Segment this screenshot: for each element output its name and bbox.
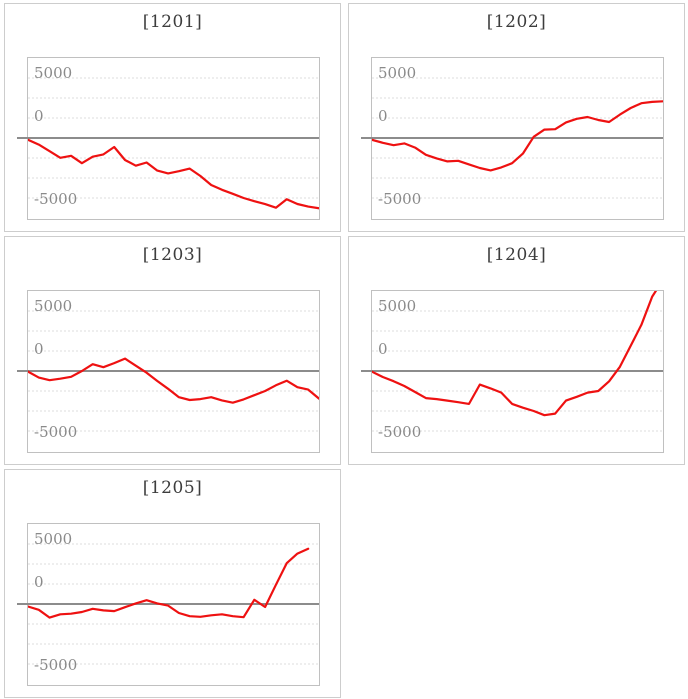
zero-axis-tick [361, 370, 372, 372]
y-axis-label-minus5000: -5000 [378, 423, 422, 441]
zero-axis-tick [17, 370, 28, 372]
chart-grid: [1201] 5000 0 -5000 [1202] 5000 0 -5000 … [4, 3, 685, 698]
line-chart-canvas [28, 543, 319, 665]
y-axis-label-5000: 5000 [34, 64, 73, 82]
y-axis-label-0: 0 [34, 573, 44, 591]
chart-panel-1202: [1202] 5000 0 -5000 [348, 3, 685, 232]
y-axis-label-minus5000: -5000 [378, 190, 422, 208]
chart-title: [1201] [142, 12, 203, 32]
y-axis-label-5000: 5000 [378, 297, 417, 315]
plot-area: 5000 0 -5000 [17, 57, 320, 220]
y-axis-label-minus5000: -5000 [34, 656, 78, 674]
chart-title: [1203] [142, 245, 203, 265]
y-axis-label-minus5000: -5000 [34, 190, 78, 208]
y-axis-label-0: 0 [378, 340, 388, 358]
chart-panel-1203: [1203] 5000 0 -5000 [4, 236, 341, 465]
plot-area: 5000 0 -5000 [17, 523, 320, 686]
zero-axis-tick [17, 603, 28, 605]
y-axis-label-0: 0 [34, 340, 44, 358]
zero-axis-tick [17, 137, 28, 139]
chart-title: [1204] [486, 245, 547, 265]
chart-panel-1205: [1205] 5000 0 -5000 [4, 469, 341, 698]
y-axis-label-minus5000: -5000 [34, 423, 78, 441]
line-chart-canvas [28, 310, 319, 432]
plot-area: 5000 0 -5000 [361, 290, 664, 453]
line-chart-canvas [372, 291, 663, 432]
y-axis-label-0: 0 [378, 107, 388, 125]
chart-panel-1204: [1204] 5000 0 -5000 [348, 236, 685, 465]
chart-title: [1205] [142, 478, 203, 498]
chart-panel-1201: [1201] 5000 0 -5000 [4, 3, 341, 232]
y-axis-label-5000: 5000 [34, 530, 73, 548]
line-chart-canvas [28, 77, 319, 210]
zero-axis-tick [361, 137, 372, 139]
line-chart-canvas [372, 77, 663, 199]
y-axis-label-5000: 5000 [378, 64, 417, 82]
y-axis-label-0: 0 [34, 107, 44, 125]
y-axis-label-5000: 5000 [34, 297, 73, 315]
chart-title: [1202] [486, 12, 547, 32]
plot-area: 5000 0 -5000 [361, 57, 664, 220]
plot-area: 5000 0 -5000 [17, 290, 320, 453]
